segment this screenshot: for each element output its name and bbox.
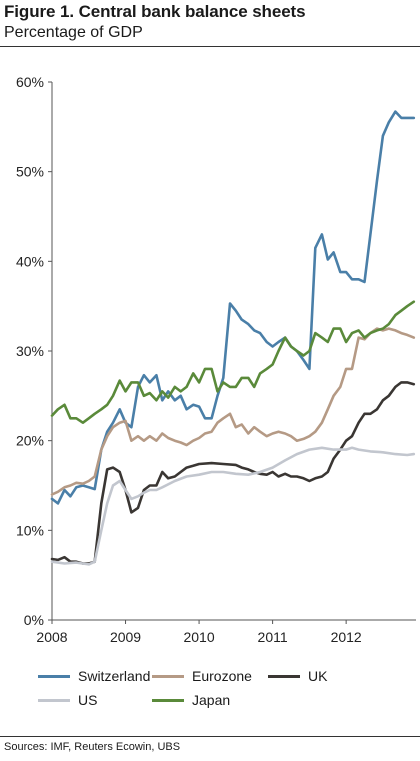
y-tick-label: 50%: [16, 164, 44, 180]
top-rule: [0, 46, 420, 47]
line-chart: 0% 10% 20% 30% 40% 50% 60% 2008 2009 2010 2011 2012: [16, 74, 416, 645]
y-tick-label: 0%: [24, 612, 44, 628]
legend-swatch: [38, 698, 70, 702]
legend-item-switzerland: Switzerland: [38, 668, 150, 684]
y-tick-label: 60%: [16, 74, 44, 90]
x-tick-label: 2012: [331, 629, 362, 645]
source-note: Sources: IMF, Reuters Ecowin, UBS: [4, 741, 181, 753]
legend-item-uk: UK: [268, 668, 327, 684]
legend-item-us: US: [38, 692, 97, 708]
x-tick-label: 2009: [110, 629, 141, 645]
series-line-japan: [50, 300, 416, 424]
bottom-rule: [0, 736, 420, 737]
x-tick-label: 2010: [183, 629, 214, 645]
series-line-eurozone: [50, 327, 416, 496]
y-tick-label: 40%: [16, 253, 44, 269]
y-tick-label: 10%: [16, 522, 44, 538]
y-tick-label: 20%: [16, 433, 44, 449]
legend-label: UK: [308, 668, 328, 684]
chart-subtitle: Percentage of GDP: [4, 24, 143, 41]
legend-label: US: [78, 692, 98, 708]
series-line-us: [50, 446, 416, 566]
y-tick-label: 30%: [16, 343, 44, 359]
x-tick-label: 2008: [36, 629, 67, 645]
legend-item-japan: Japan: [152, 692, 230, 708]
legend-swatch: [152, 698, 184, 702]
chart-title: Figure 1. Central bank balance sheets: [4, 2, 306, 21]
series-line-switzerland: [50, 110, 416, 505]
chart-legend: Switzerland Eurozone UK US Japan: [0, 668, 420, 728]
legend-label: Japan: [192, 692, 231, 708]
series-line-uk: [50, 381, 416, 565]
legend-swatch: [152, 674, 184, 678]
legend-label: Switzerland: [78, 668, 151, 684]
legend-label: Eurozone: [192, 668, 252, 684]
legend-swatch: [268, 674, 300, 678]
legend-item-eurozone: Eurozone: [152, 668, 252, 684]
x-tick-label: 2011: [258, 629, 288, 645]
legend-swatch: [38, 674, 70, 678]
